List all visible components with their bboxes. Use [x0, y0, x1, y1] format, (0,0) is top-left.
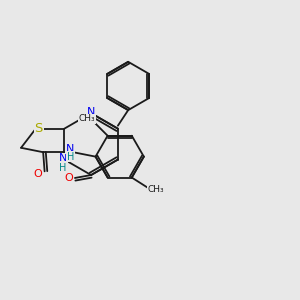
Text: S: S: [34, 122, 43, 135]
Text: CH₃: CH₃: [148, 185, 164, 194]
Text: O: O: [65, 173, 74, 183]
Text: N: N: [59, 153, 67, 163]
Text: O: O: [34, 169, 43, 179]
Text: N: N: [66, 144, 74, 154]
Text: H: H: [59, 163, 67, 173]
Text: N: N: [87, 107, 95, 117]
Text: CH₃: CH₃: [79, 114, 95, 123]
Text: H: H: [67, 152, 74, 162]
